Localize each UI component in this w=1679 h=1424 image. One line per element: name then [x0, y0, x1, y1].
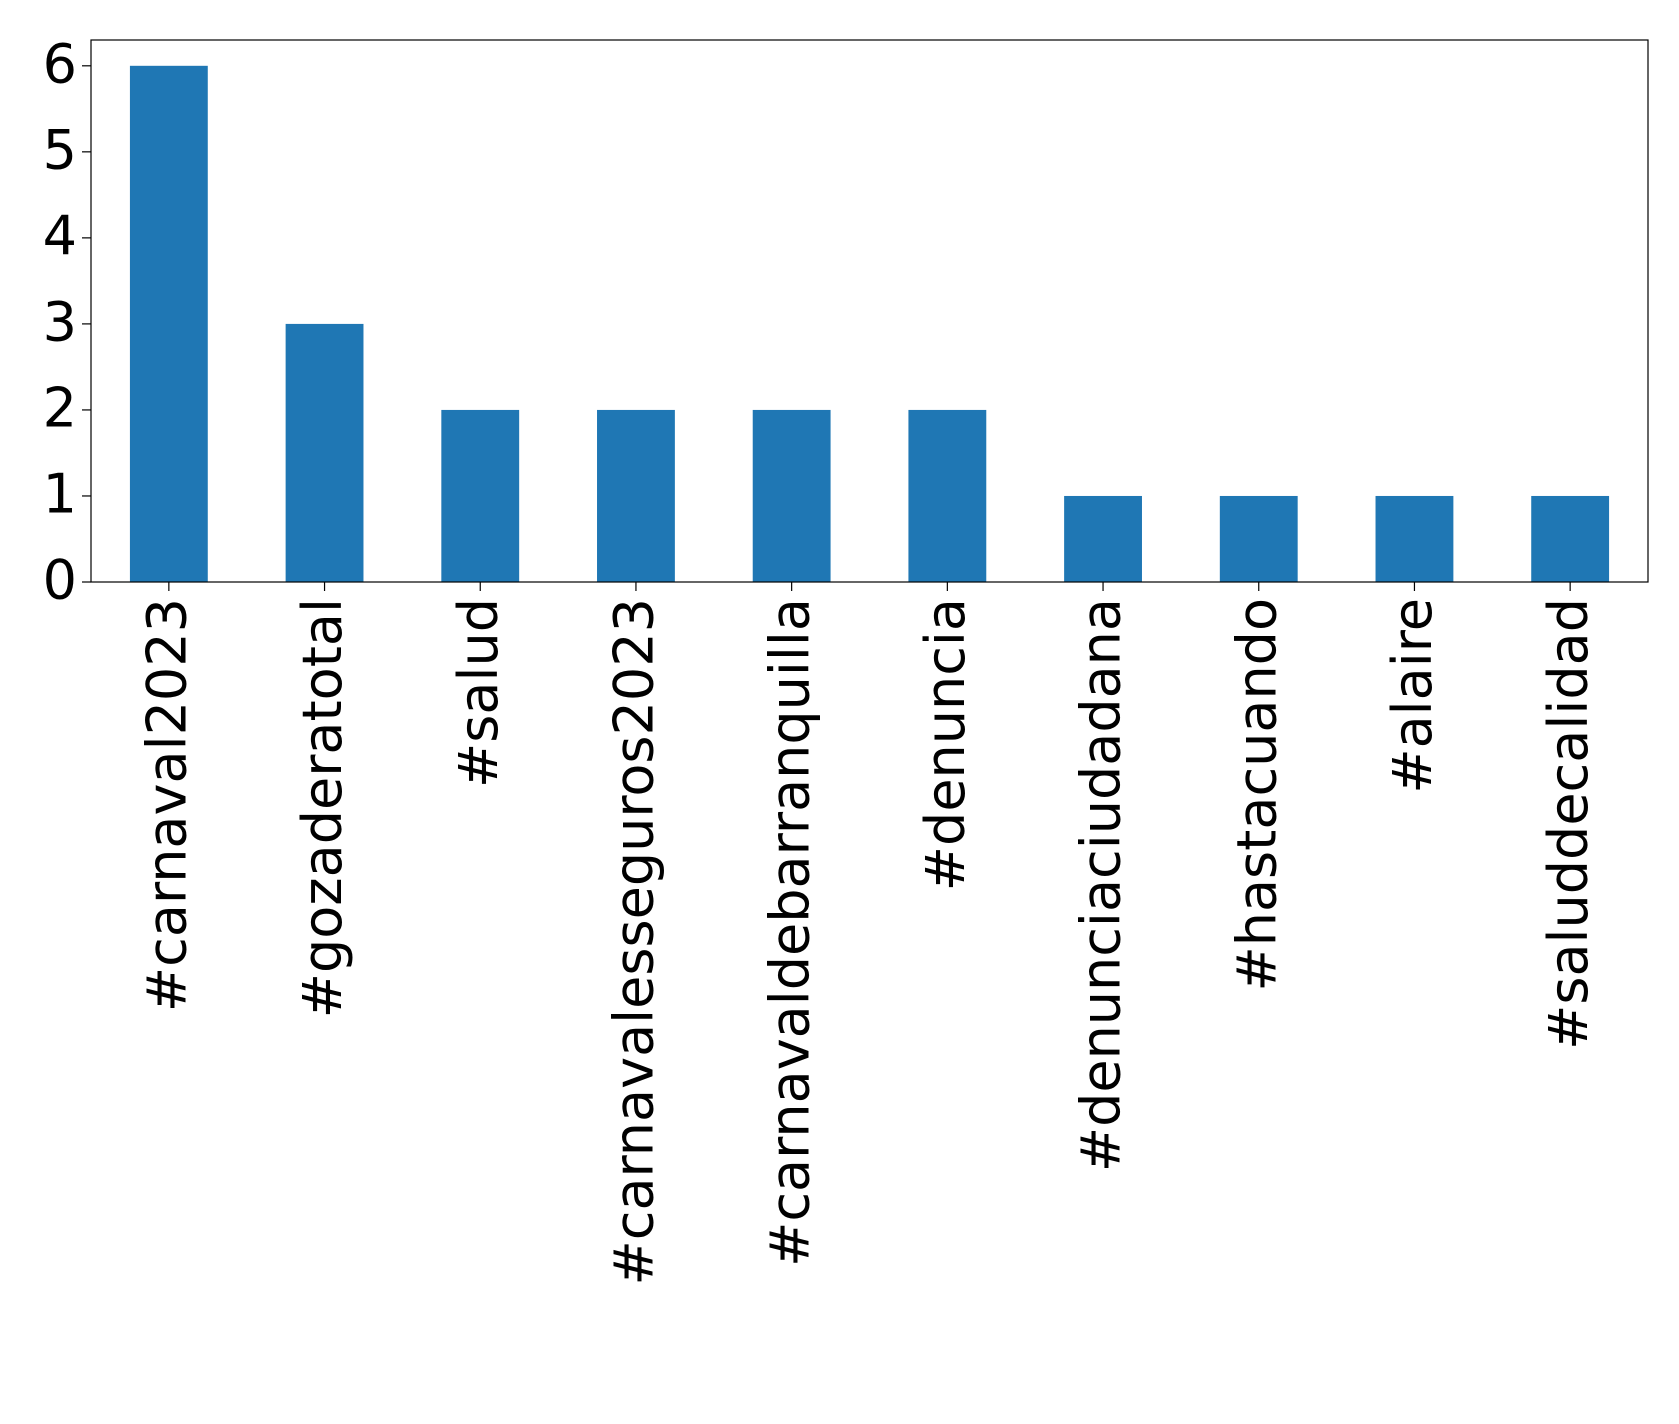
y-tick-label: 6 [43, 32, 77, 95]
bar [1375, 495, 1454, 582]
y-tick-label: 3 [43, 291, 77, 354]
x-tick-label: #gozaderatotal [291, 598, 354, 1018]
bar [908, 409, 987, 582]
bar [285, 323, 364, 582]
x-tick-label: #hastacuando [1225, 598, 1288, 992]
bar [1064, 495, 1142, 582]
bar [597, 409, 675, 582]
x-tick-label: #carnavalesseguros2023 [603, 598, 666, 1285]
plot-frame [90, 39, 1649, 583]
bar [129, 65, 208, 583]
x-tick-label: #denunciaciudadana [1070, 598, 1133, 1172]
y-tick-label: 0 [43, 549, 77, 612]
y-tick-label: 1 [43, 463, 77, 526]
bar [441, 409, 520, 582]
y-tick-label: 2 [43, 377, 77, 440]
x-tick-label: #carnavaldebarranquilla [758, 598, 821, 1267]
y-tick-label: 5 [43, 118, 77, 181]
x-tick-label: #alaire [1381, 598, 1444, 794]
x-tick-label: #carnaval2023 [135, 598, 198, 1012]
bar [752, 409, 831, 582]
x-tick-label: #denuncia [914, 598, 977, 891]
bar [1219, 495, 1298, 582]
y-tick-label: 4 [43, 205, 77, 268]
bar [1531, 495, 1610, 582]
x-tick-label: #salud [447, 598, 510, 788]
x-tick-label: #saluddecalidad [1537, 598, 1600, 1050]
